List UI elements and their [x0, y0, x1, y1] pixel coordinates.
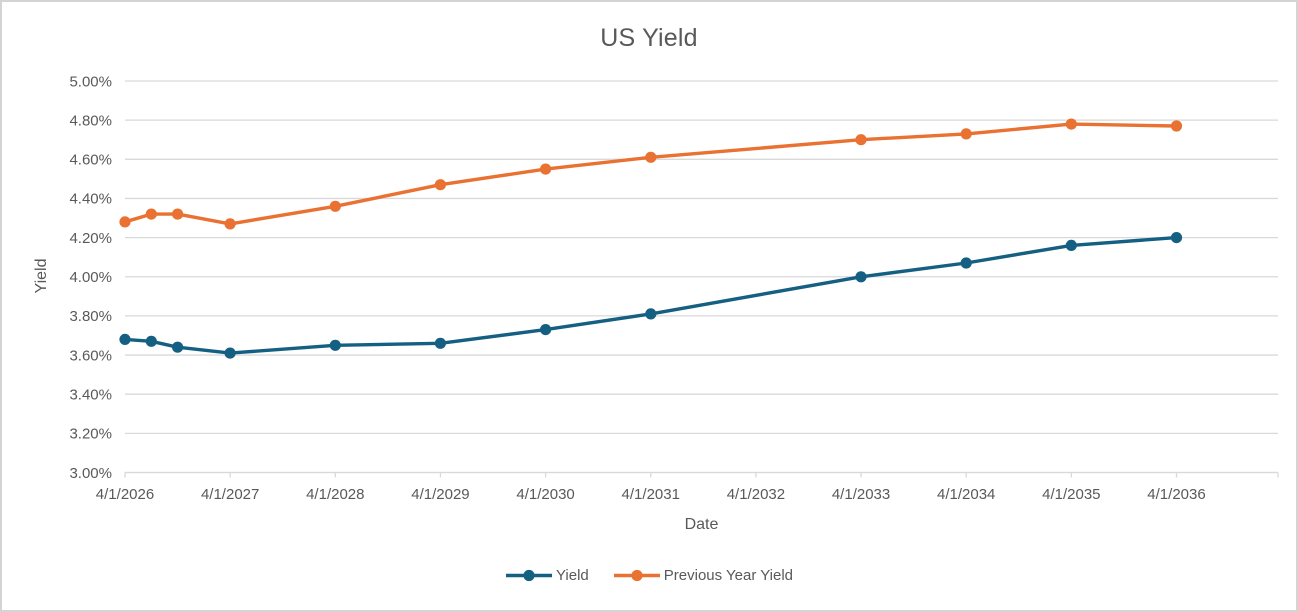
legend-item-1[interactable]: Previous Year Yield — [613, 567, 793, 584]
y-tick-label: 4.40% — [69, 191, 112, 208]
data-point-marker — [645, 151, 657, 163]
y-tick-label: 4.80% — [69, 112, 112, 129]
series-line-0 — [123, 235, 1179, 355]
data-point-marker — [224, 347, 236, 359]
x-tick-label: 4/1/2026 — [96, 486, 154, 503]
y-tick-label: 4.20% — [69, 230, 112, 247]
data-point-marker — [224, 218, 236, 230]
data-point-marker — [434, 179, 446, 191]
chart-legend: Yield Previous Year Yield — [2, 567, 1296, 584]
chart-title: US Yield — [600, 24, 698, 52]
y-tick-label: 3.60% — [69, 347, 112, 364]
legend-label: Previous Year Yield — [663, 567, 794, 584]
x-tick-label: 4/1/2031 — [622, 486, 680, 503]
data-point-marker — [1170, 232, 1183, 244]
y-tick-label: 4.00% — [69, 269, 112, 286]
data-point-marker — [645, 308, 657, 320]
x-axis-title: Date — [684, 516, 719, 533]
data-point-marker — [329, 200, 341, 212]
x-tick-label: 4/1/2030 — [516, 486, 574, 503]
x-tick-label: 4/1/2033 — [832, 486, 890, 503]
data-point-marker — [1065, 118, 1077, 130]
data-point-marker — [960, 257, 972, 269]
data-point-marker — [540, 163, 552, 175]
data-point-marker — [329, 339, 341, 351]
data-point-marker — [1170, 120, 1183, 132]
y-tick-label: 3.20% — [69, 426, 112, 443]
series-line-1 — [123, 122, 1179, 226]
x-tick-label: 4/1/2028 — [306, 486, 364, 503]
data-point-marker — [119, 216, 131, 228]
legend-swatch-icon — [505, 569, 552, 582]
legend-item-0[interactable]: Yield — [505, 567, 589, 584]
y-tick-label: 5.00% — [69, 73, 112, 90]
y-tick-label: 3.80% — [69, 308, 112, 325]
legend-swatch-icon — [613, 569, 660, 582]
data-point-marker — [145, 335, 157, 347]
data-point-marker — [540, 324, 552, 336]
x-tick-label: 4/1/2032 — [727, 486, 785, 503]
x-tick-label: 4/1/2027 — [201, 486, 259, 503]
data-point-marker — [172, 208, 184, 220]
y-tick-label: 4.60% — [69, 152, 112, 169]
y-axis-title: Yield — [33, 258, 50, 294]
y-tick-label: 3.40% — [69, 386, 112, 403]
data-point-marker — [119, 333, 131, 345]
data-point-marker — [855, 271, 867, 283]
x-tick-label: 4/1/2035 — [1042, 486, 1100, 503]
data-point-marker — [434, 337, 446, 349]
legend-label: Yield — [555, 567, 589, 584]
x-tick-label: 4/1/2029 — [411, 486, 469, 503]
legend-marker — [523, 569, 535, 582]
data-point-marker — [960, 128, 972, 140]
y-tick-label: 3.00% — [69, 465, 112, 482]
data-point-marker — [855, 134, 867, 146]
data-point-marker — [172, 341, 184, 353]
legend-marker — [631, 569, 643, 582]
data-point-marker — [1065, 239, 1077, 251]
x-tick-label: 4/1/2036 — [1147, 486, 1205, 503]
data-point-marker — [145, 208, 157, 220]
x-tick-label: 4/1/2034 — [937, 486, 995, 503]
